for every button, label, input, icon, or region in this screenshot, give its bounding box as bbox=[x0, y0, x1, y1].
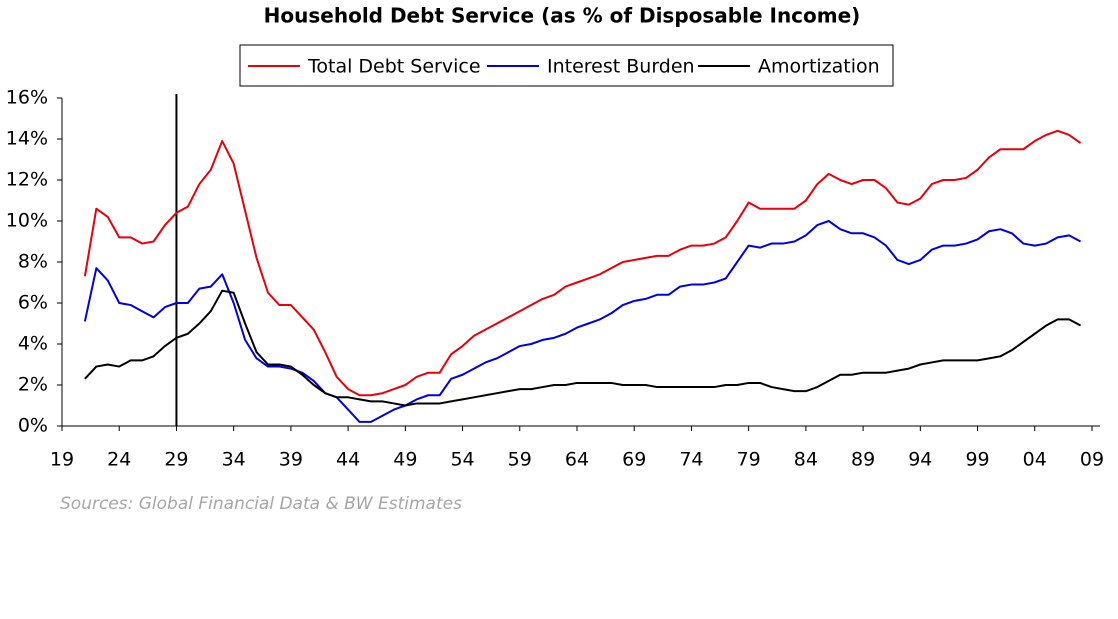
y-tick-label: 10% bbox=[6, 210, 48, 232]
y-tick-label: 4% bbox=[18, 333, 48, 355]
y-tick-label: 0% bbox=[18, 415, 48, 437]
series-line bbox=[83, 220, 1082, 423]
x-tick-label: 19 bbox=[50, 449, 74, 471]
y-tick-label: 8% bbox=[18, 251, 48, 273]
legend-label: Total Debt Service bbox=[307, 56, 481, 78]
y-tick-label: 14% bbox=[6, 128, 48, 150]
y-tick-label: 12% bbox=[6, 169, 48, 191]
legend-label: Amortization bbox=[758, 56, 880, 78]
y-tick-label: 2% bbox=[18, 374, 48, 396]
x-tick-label: 49 bbox=[393, 449, 417, 471]
x-tick-label: 29 bbox=[164, 449, 188, 471]
x-tick-label: 84 bbox=[794, 449, 818, 471]
series-line bbox=[84, 289, 1082, 407]
series-line bbox=[83, 129, 1082, 397]
x-tick-label: 09 bbox=[1080, 449, 1104, 471]
x-tick-label: 59 bbox=[508, 449, 532, 471]
x-tick-label: 99 bbox=[965, 449, 989, 471]
legend-box bbox=[239, 44, 894, 87]
y-tick-label: 16% bbox=[6, 87, 48, 109]
x-tick-label: 64 bbox=[565, 449, 589, 471]
x-tick-label: 94 bbox=[908, 449, 932, 471]
y-tick-label: 6% bbox=[18, 292, 48, 314]
x-tick-label: 39 bbox=[279, 449, 303, 471]
legend-label: Interest Burden bbox=[547, 56, 695, 78]
x-tick-label: 44 bbox=[336, 449, 360, 471]
chart-title: Household Debt Service (as % of Disposab… bbox=[264, 4, 861, 28]
x-tick-label: 89 bbox=[851, 449, 875, 471]
x-tick-label: 69 bbox=[622, 449, 646, 471]
x-tick-label: 79 bbox=[737, 449, 761, 471]
x-tick-label: 34 bbox=[222, 449, 246, 471]
x-tick-label: 54 bbox=[450, 449, 474, 471]
x-tick-label: 24 bbox=[107, 449, 131, 471]
x-tick-label: 74 bbox=[679, 449, 703, 471]
source-note: Sources: Global Financial Data & BW Esti… bbox=[60, 494, 462, 514]
x-tick-label: 04 bbox=[1023, 449, 1047, 471]
